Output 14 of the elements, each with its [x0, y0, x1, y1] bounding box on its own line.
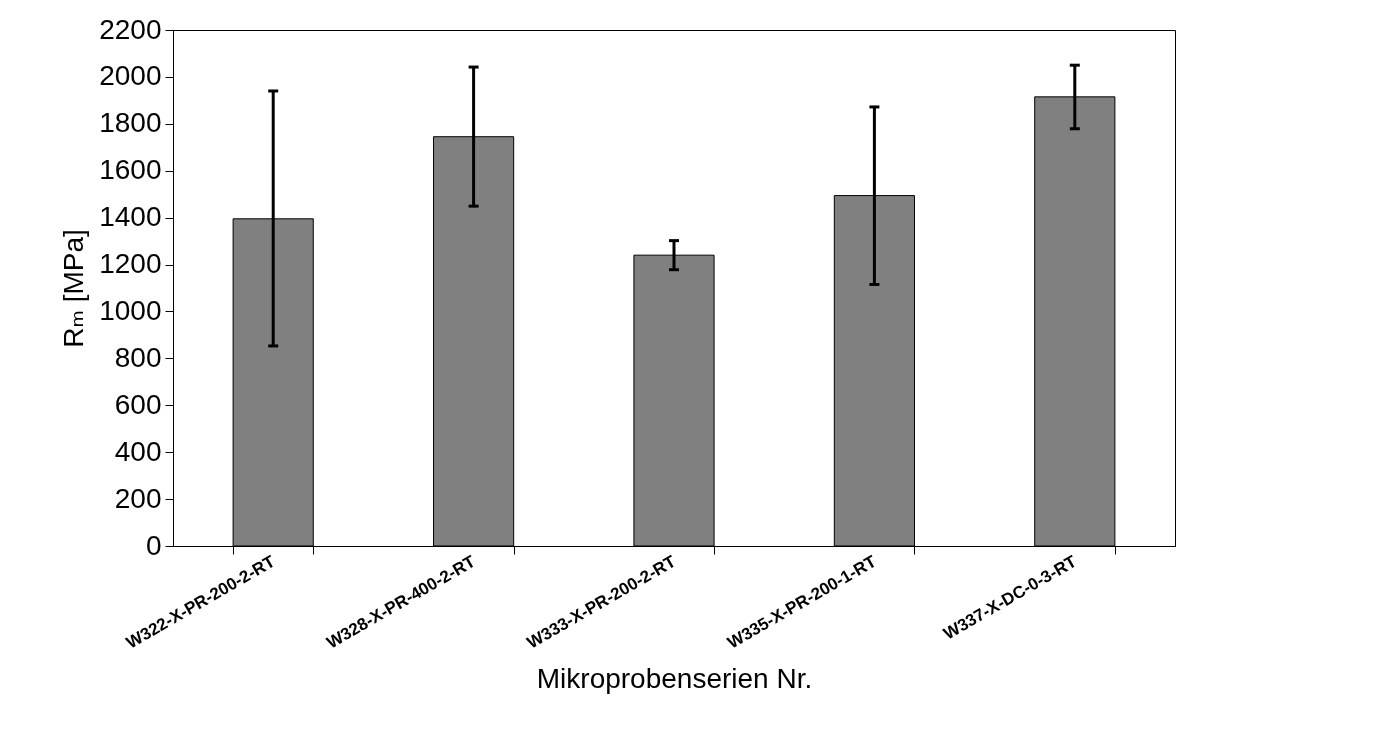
y-axis-title: Rₘ [MPa]	[58, 229, 90, 348]
y-tick-label: 200	[114, 482, 162, 514]
y-tick-label: 400	[114, 435, 162, 467]
y-tick-label: 600	[114, 388, 162, 420]
y-tick-label: 0	[145, 529, 162, 561]
y-tick-label: 2200	[99, 13, 162, 45]
y-tick-label: 2000	[99, 60, 162, 92]
y-tick-label: 1600	[99, 154, 162, 186]
y-tick-label: 1800	[99, 107, 162, 139]
y-tick-label: 1400	[99, 201, 162, 233]
y-tick-label: 1000	[99, 294, 162, 326]
y-tick-label: 1200	[99, 248, 162, 280]
x-axis-title: Mikroprobenserien Nr.	[536, 662, 813, 694]
y-tick-label: 800	[114, 341, 162, 373]
